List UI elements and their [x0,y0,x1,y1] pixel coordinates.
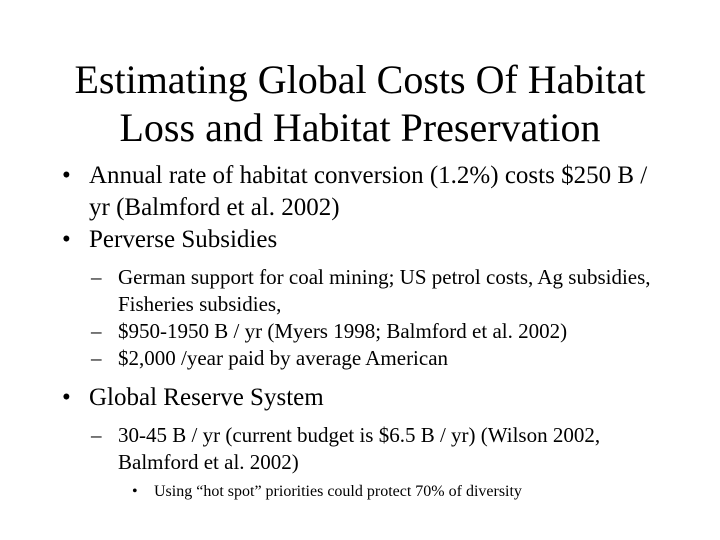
bullet-habitat-conversion: • Annual rate of habitat conversion (1.2… [62,160,669,224]
sub-bullet-text: German support for coal mining; US petro… [118,265,651,316]
bullet-marker: • [62,162,71,189]
bullet-marker: • [62,226,71,253]
bullet-text: Perverse Subsidies [89,226,278,253]
sub-bullet-text: $2,000 /year paid by average American [118,346,449,370]
slide-title-line-2: Loss and Habitat Preservation [119,105,601,150]
sub-bullet-marker: – [91,346,102,370]
sub-sub-bullet-marker: • [132,483,138,500]
slide-title-line-1: Estimating Global Costs Of Habitat [74,57,646,102]
sub-bullet-marker: – [91,423,102,447]
slide-title: Estimating Global Costs Of Habitat Loss … [40,56,680,152]
sub-bullet-reserve-cost: – 30-45 B / yr (current budget is $6.5 B… [91,422,658,476]
sub-bullet-coal-mining: – German support for coal mining; US pet… [91,264,658,318]
slide-body: • Annual rate of habitat conversion (1.2… [0,160,720,502]
sub-bullet-marker: – [91,265,102,289]
bullet-global-reserve: • Global Reserve System [62,382,669,414]
sub-bullet-text: $950-1950 B / yr (Myers 1998; Balmford e… [118,319,568,343]
bullet-text: Annual rate of habitat conversion (1.2%)… [89,162,648,221]
sub-bullet-text: 30-45 B / yr (current budget is $6.5 B /… [118,423,601,474]
sub-bullet-marker: – [91,319,102,343]
bullet-marker: • [62,384,71,411]
bullet-perverse-subsidies: • Perverse Subsidies [62,224,669,256]
bullet-text: Global Reserve System [89,384,324,411]
sub-bullet-cost-range: – $950-1950 B / yr (Myers 1998; Balmford… [91,318,658,345]
sub-sub-bullet-hot-spot: • Using “hot spot” priorities could prot… [132,482,654,502]
sub-sub-bullet-text: Using “hot spot” priorities could protec… [154,483,522,500]
sub-bullet-per-american: – $2,000 /year paid by average American [91,345,658,372]
